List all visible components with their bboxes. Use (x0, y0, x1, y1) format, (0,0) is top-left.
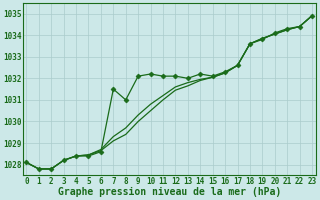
X-axis label: Graphe pression niveau de la mer (hPa): Graphe pression niveau de la mer (hPa) (58, 187, 281, 197)
